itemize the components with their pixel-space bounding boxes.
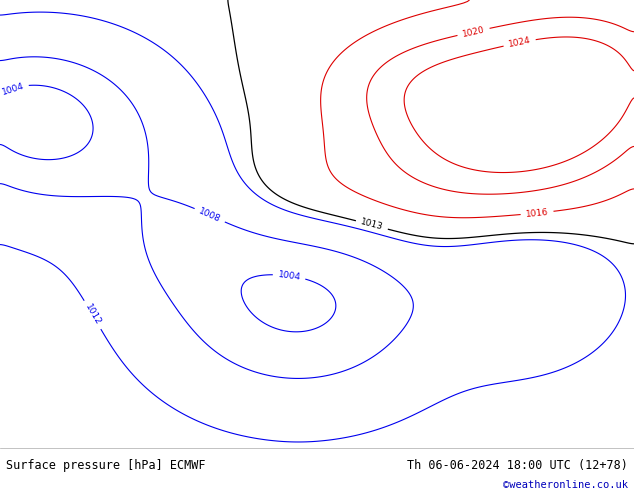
Text: Th 06-06-2024 18:00 UTC (12+78): Th 06-06-2024 18:00 UTC (12+78) — [407, 459, 628, 471]
Text: 1016: 1016 — [525, 207, 549, 219]
Text: 1020: 1020 — [462, 25, 486, 39]
Text: 1024: 1024 — [508, 36, 532, 49]
Text: 1004: 1004 — [277, 270, 301, 282]
Text: ©weatheronline.co.uk: ©weatheronline.co.uk — [503, 480, 628, 490]
Text: 1008: 1008 — [197, 206, 222, 224]
Text: Surface pressure [hPa] ECMWF: Surface pressure [hPa] ECMWF — [6, 459, 206, 471]
Text: 1012: 1012 — [83, 303, 102, 327]
Text: 1004: 1004 — [1, 81, 25, 97]
Text: 1013: 1013 — [359, 218, 384, 232]
